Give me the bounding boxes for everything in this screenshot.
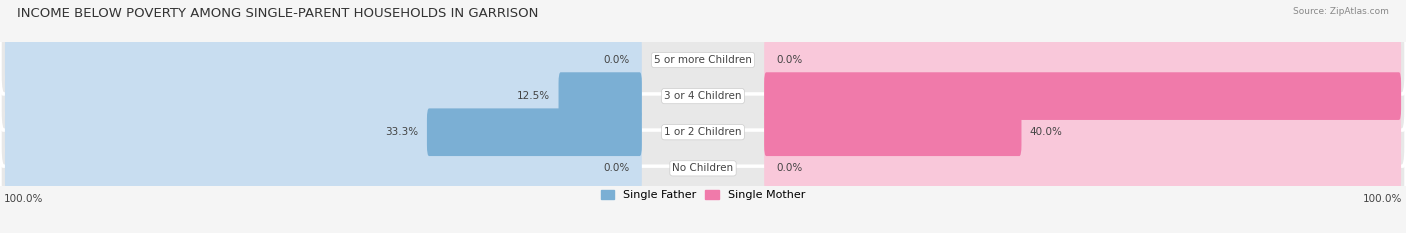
FancyBboxPatch shape: [6, 72, 641, 120]
Text: 3 or 4 Children: 3 or 4 Children: [664, 91, 742, 101]
Text: 0.0%: 0.0%: [778, 55, 803, 65]
Text: 0.0%: 0.0%: [603, 163, 630, 173]
FancyBboxPatch shape: [558, 72, 641, 120]
FancyBboxPatch shape: [6, 108, 641, 156]
FancyBboxPatch shape: [0, 62, 1406, 130]
Text: 33.3%: 33.3%: [385, 127, 419, 137]
Text: 100.0%: 100.0%: [3, 195, 44, 204]
FancyBboxPatch shape: [427, 108, 643, 156]
Text: 0.0%: 0.0%: [778, 163, 803, 173]
FancyBboxPatch shape: [765, 36, 1400, 84]
Text: 0.0%: 0.0%: [603, 55, 630, 65]
FancyBboxPatch shape: [6, 36, 641, 84]
Text: 100.0%: 100.0%: [1362, 195, 1403, 204]
Text: Source: ZipAtlas.com: Source: ZipAtlas.com: [1294, 7, 1389, 16]
Text: 12.5%: 12.5%: [517, 91, 550, 101]
Text: INCOME BELOW POVERTY AMONG SINGLE-PARENT HOUSEHOLDS IN GARRISON: INCOME BELOW POVERTY AMONG SINGLE-PARENT…: [17, 7, 538, 20]
FancyBboxPatch shape: [0, 26, 1406, 94]
Legend: Single Father, Single Mother: Single Father, Single Mother: [600, 190, 806, 200]
FancyBboxPatch shape: [0, 134, 1406, 202]
FancyBboxPatch shape: [765, 72, 1400, 120]
FancyBboxPatch shape: [0, 98, 1406, 166]
Text: No Children: No Children: [672, 163, 734, 173]
FancyBboxPatch shape: [765, 72, 1400, 120]
Text: 40.0%: 40.0%: [1029, 127, 1063, 137]
FancyBboxPatch shape: [765, 108, 1021, 156]
FancyBboxPatch shape: [765, 108, 1400, 156]
FancyBboxPatch shape: [765, 144, 1400, 192]
Text: 5 or more Children: 5 or more Children: [654, 55, 752, 65]
FancyBboxPatch shape: [6, 144, 641, 192]
Text: 1 or 2 Children: 1 or 2 Children: [664, 127, 742, 137]
